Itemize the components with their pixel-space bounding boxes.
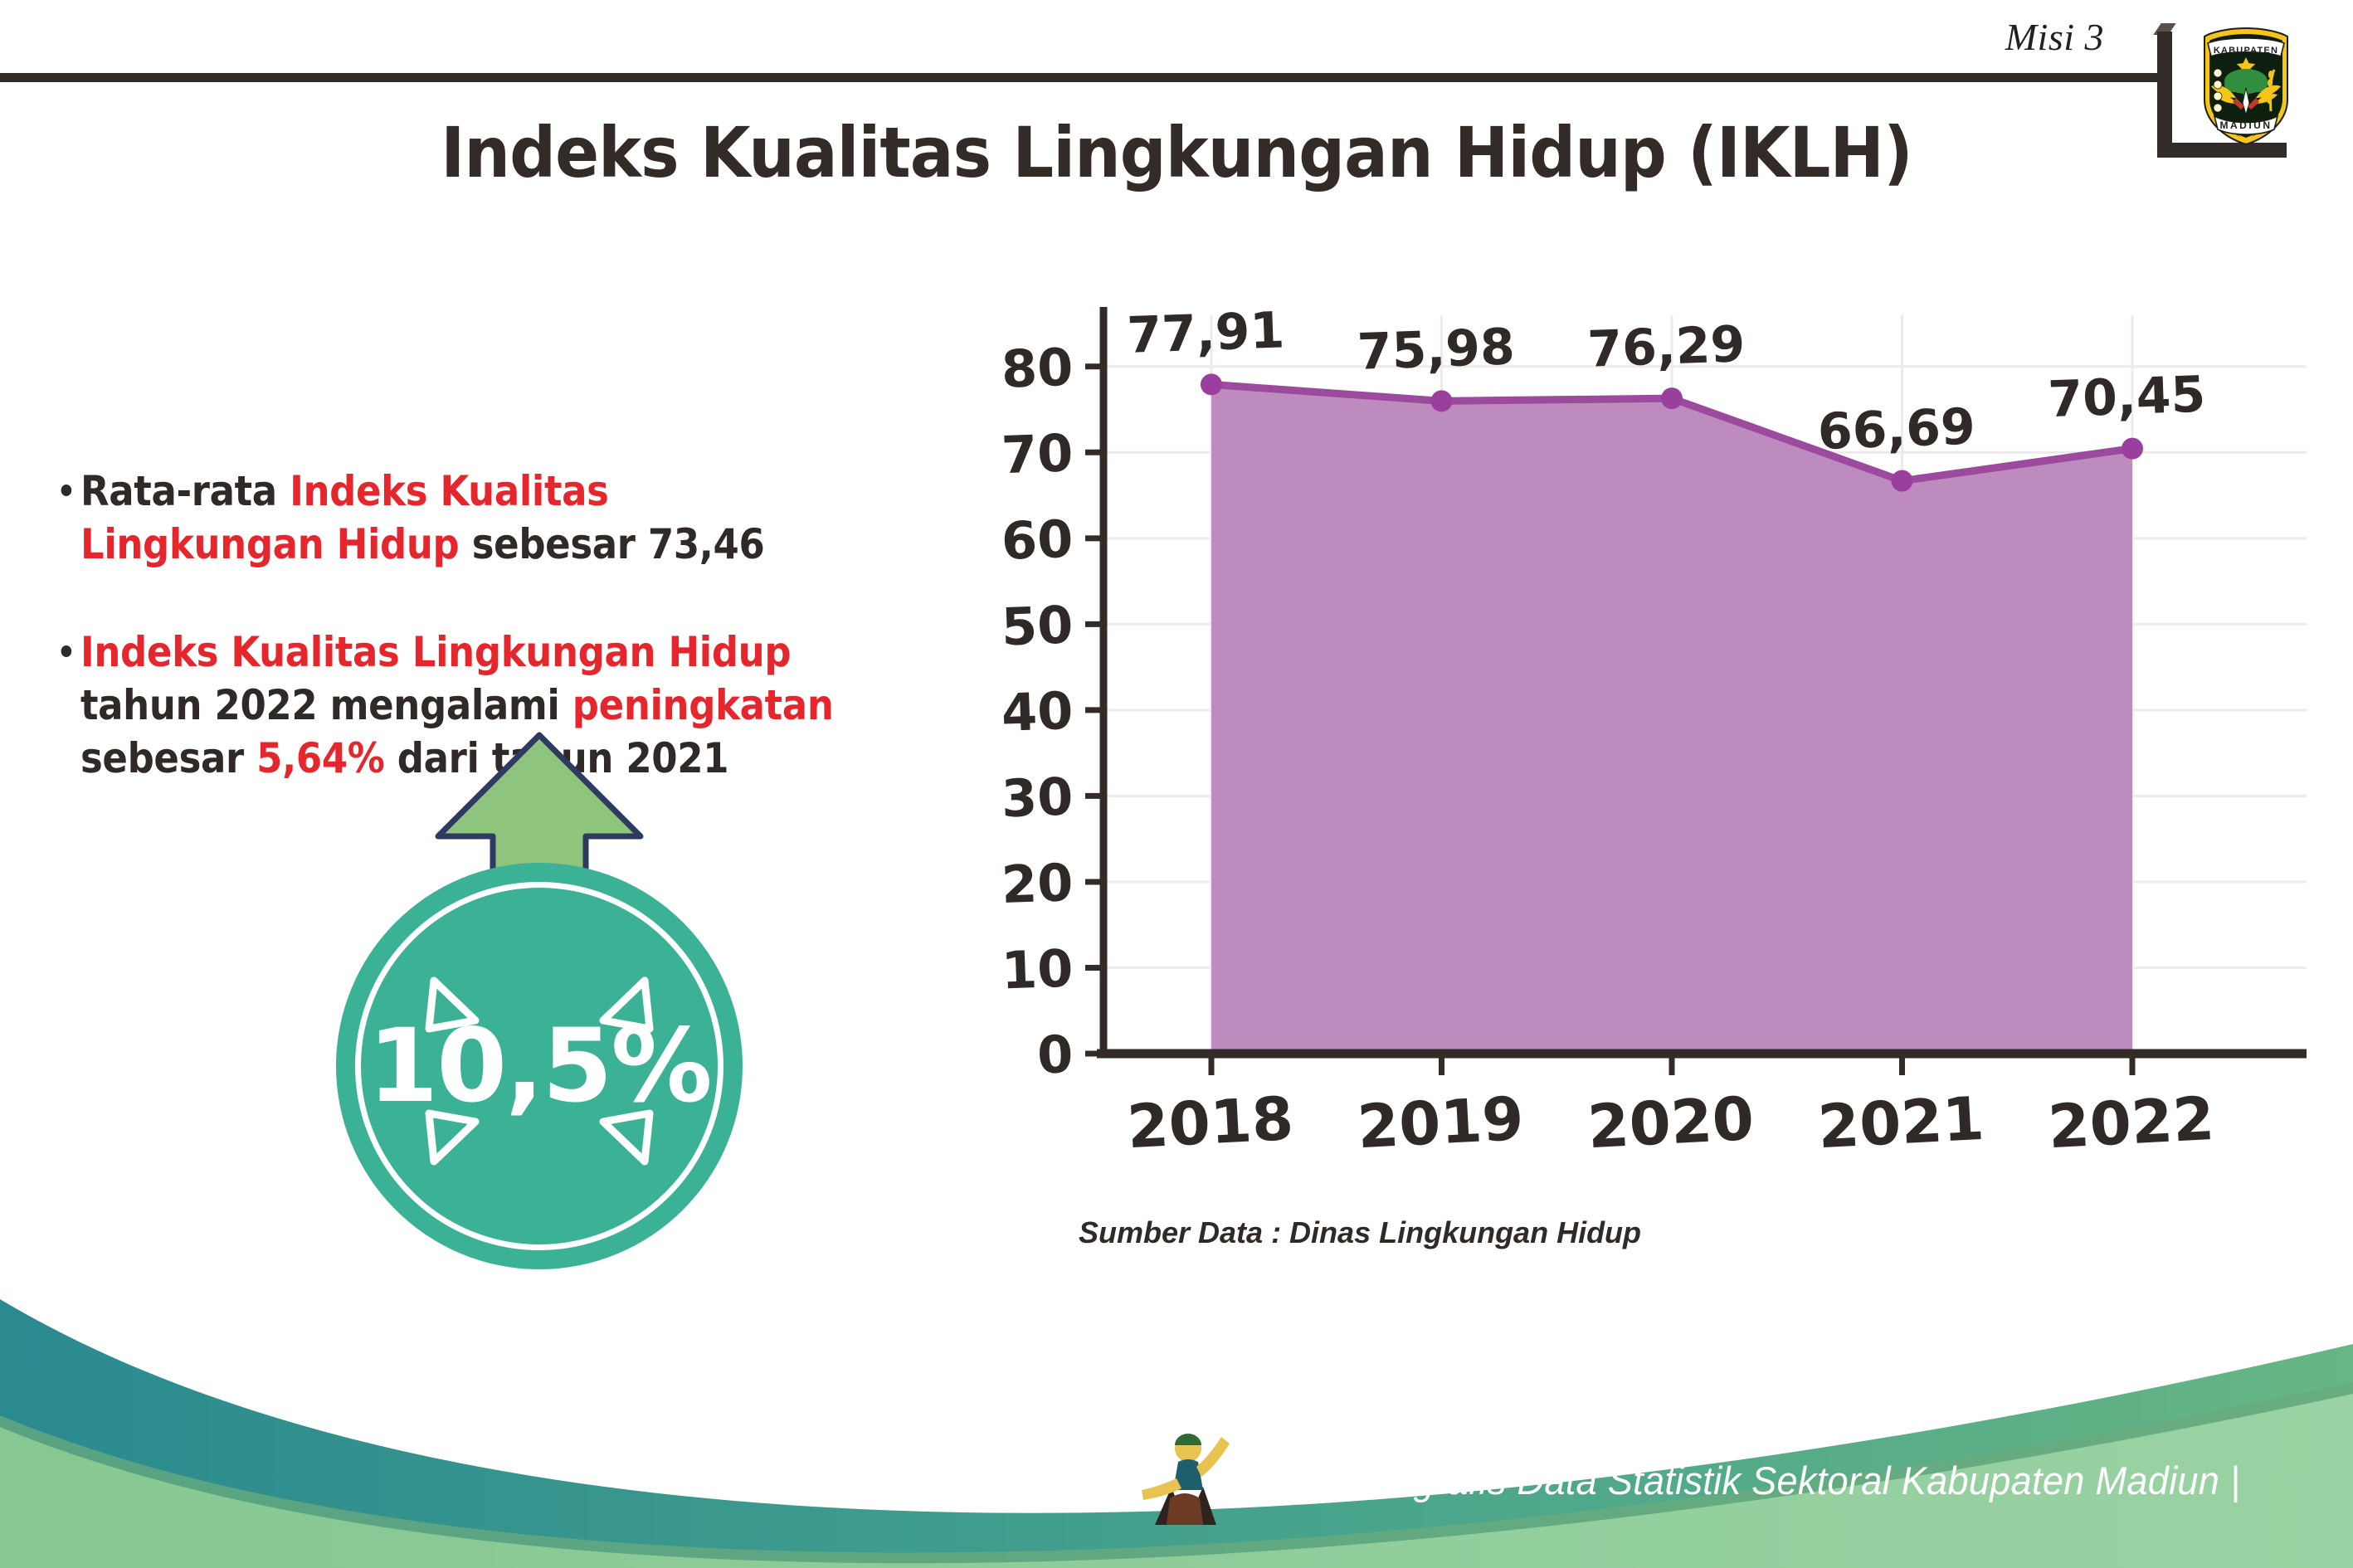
x-tick-label: 2021 bbox=[1816, 1083, 1986, 1161]
footer-decoration bbox=[0, 1299, 2353, 1568]
header-bracket bbox=[2157, 32, 2172, 158]
header-rule bbox=[0, 73, 2162, 82]
footer-band-lower bbox=[0, 1394, 2353, 1568]
increase-badge: 10,5% bbox=[307, 730, 772, 1269]
y-tick-label: 70 bbox=[1001, 422, 1074, 485]
page-title: Indeks Kualitas Lingkungan Hidup (IKLH) bbox=[441, 112, 1912, 193]
y-tick-label: 0 bbox=[1036, 1024, 1074, 1085]
y-tick-label: 30 bbox=[1001, 766, 1074, 829]
y-tick-label: 10 bbox=[1001, 938, 1074, 1001]
data-label: 77,91 bbox=[1126, 301, 1285, 365]
y-tick-label: 60 bbox=[1001, 509, 1074, 572]
y-tick-label: 20 bbox=[1001, 852, 1074, 915]
x-tick-label: 2018 bbox=[1125, 1083, 1295, 1161]
data-point bbox=[2122, 437, 2143, 460]
footer-text: Media Infografis Data Statistik Sektoral… bbox=[1236, 1458, 2241, 1502]
iklh-area-chart: 77,91 75,98 76,29 66,69 70,45 0 10 20 30 40 50 60 70… bbox=[979, 274, 2307, 1186]
data-point bbox=[1661, 387, 1683, 410]
bullet-segment: Rata-rata bbox=[80, 467, 290, 515]
badge-inner-ring bbox=[355, 882, 723, 1250]
data-point bbox=[1201, 373, 1222, 396]
data-label: 70,45 bbox=[2047, 366, 2206, 430]
y-tick-label: 40 bbox=[1001, 680, 1074, 743]
y-tick-label: 50 bbox=[1001, 594, 1074, 657]
bullet-segment-highlight: peningkatan bbox=[572, 681, 834, 729]
bullet-segment-highlight: 5,64% bbox=[256, 734, 385, 782]
header-bracket-foot bbox=[2157, 143, 2287, 158]
crest-bottom-text: MADIUN bbox=[2220, 119, 2273, 131]
bullet-segment: tahun 2022 mengalami bbox=[80, 681, 572, 729]
x-tick-label: 2019 bbox=[1356, 1083, 1526, 1161]
data-label: 75,98 bbox=[1357, 318, 1516, 382]
data-point bbox=[1891, 470, 1913, 492]
x-tick-label: 2022 bbox=[2046, 1083, 2216, 1161]
bullet-segment: sebesar bbox=[80, 734, 257, 782]
badge-value: 10,5% bbox=[368, 1007, 712, 1125]
bullet-segment-highlight: Indeks Kualitas Lingkungan Hidup bbox=[80, 628, 792, 676]
misi-label: Misi 3 bbox=[2005, 16, 2104, 58]
data-point bbox=[1430, 390, 1453, 412]
kabupaten-madiun-crest-icon: KABUPATEN MADIUN bbox=[2204, 27, 2288, 146]
dancer-logo-icon bbox=[1142, 1434, 1230, 1525]
x-tick-label: 2020 bbox=[1586, 1083, 1756, 1161]
chart-source-note: Sumber Data : Dinas Lingkungan Hidup bbox=[1079, 1215, 1642, 1249]
y-tick-label: 80 bbox=[1001, 337, 1074, 400]
area-fill bbox=[1211, 384, 2132, 1054]
bullet-segment-highlight: Indeks Kualitas Lingkungan Hidup bbox=[80, 467, 609, 568]
bullet-segment: sebesar 73,46 bbox=[459, 520, 765, 568]
crest-top-text: KABUPATEN bbox=[2214, 46, 2278, 56]
bullet-item: Rata-rata Indeks Kualitas Lingkungan Hid… bbox=[58, 465, 850, 571]
data-label: 76,29 bbox=[1586, 315, 1746, 379]
badge-corner-triangles-icon bbox=[425, 976, 654, 1166]
data-label: 66,69 bbox=[1817, 397, 1976, 461]
